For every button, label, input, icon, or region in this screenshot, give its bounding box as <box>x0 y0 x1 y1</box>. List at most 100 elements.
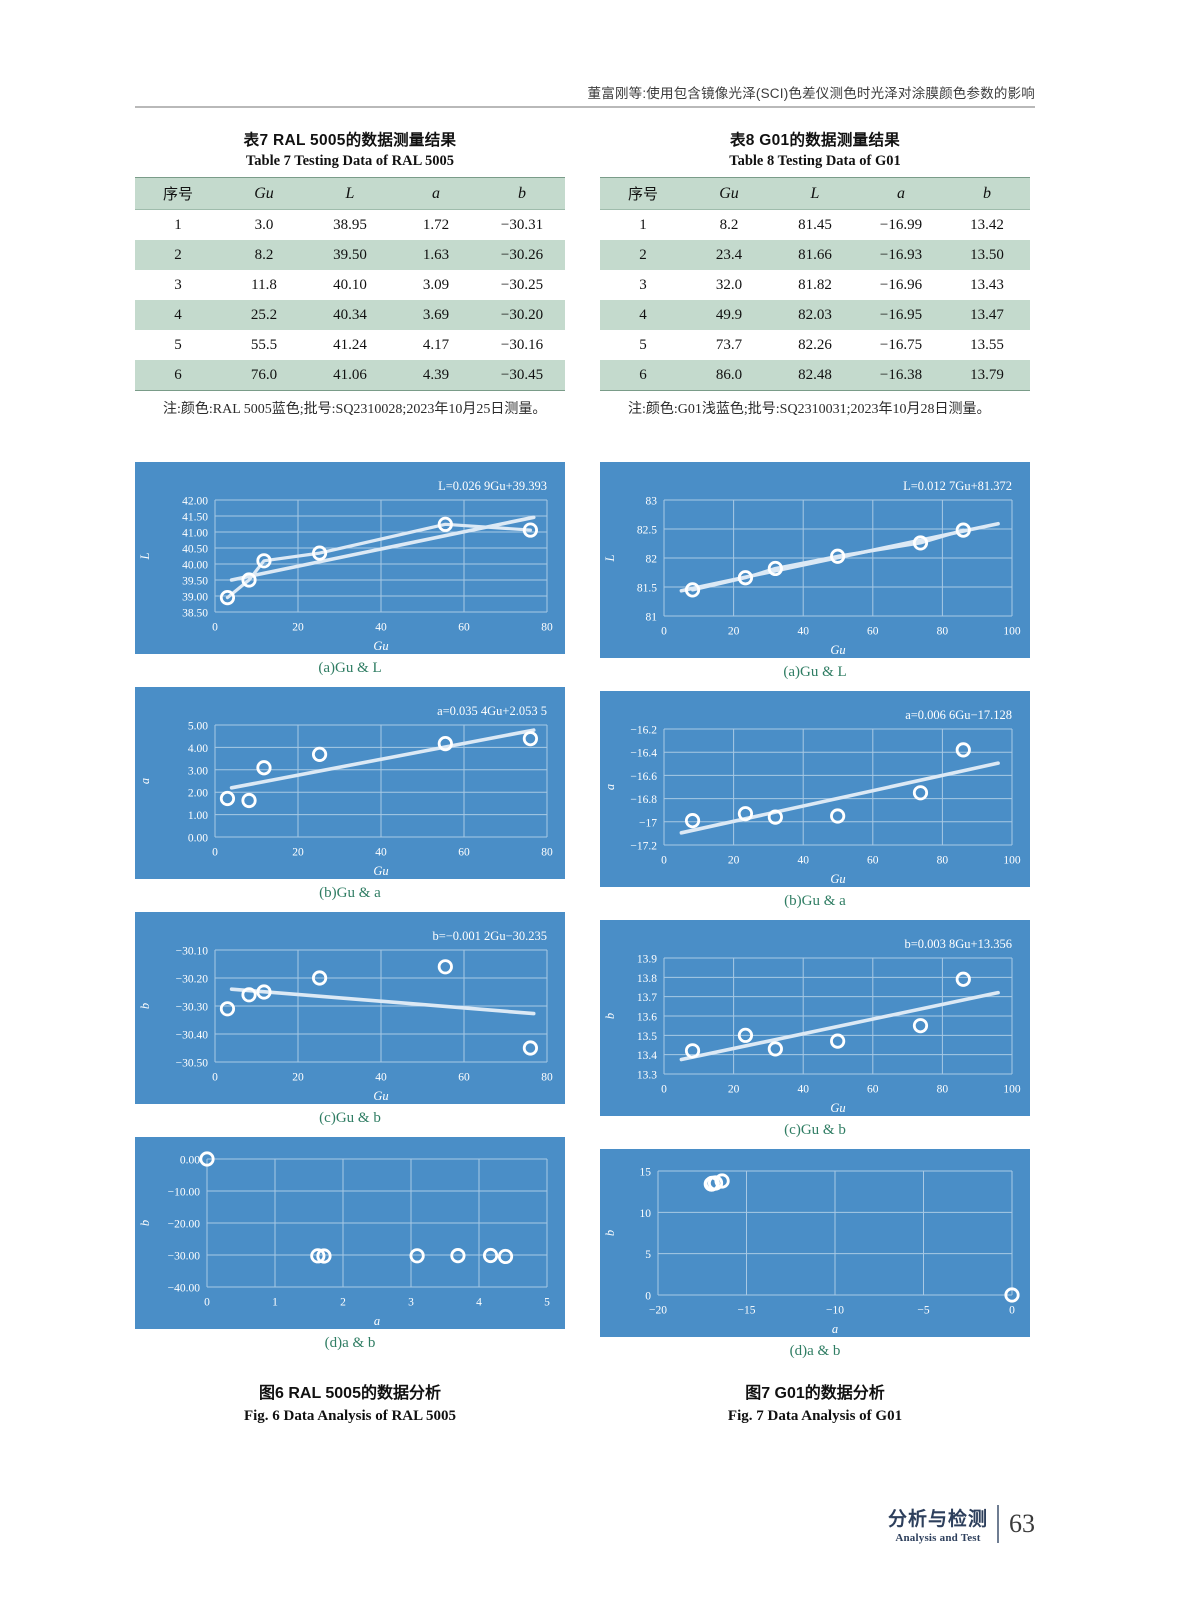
left-column: 表7 RAL 5005的数据测量结果 Table 7 Testing Data … <box>135 128 565 421</box>
svg-text:−30.20: −30.20 <box>176 974 209 986</box>
svg-text:1: 1 <box>272 1297 278 1309</box>
th-gu: Gu <box>686 177 772 210</box>
svg-text:42.00: 42.00 <box>182 496 208 508</box>
cell-gu: 73.7 <box>715 336 743 353</box>
cell-a: −16.96 <box>879 276 923 293</box>
svg-text:−10: −10 <box>826 1305 844 1317</box>
svg-text:20: 20 <box>728 855 740 867</box>
svg-text:5: 5 <box>645 1249 651 1261</box>
footer-brand-en: Analysis and Test <box>895 1532 981 1544</box>
svg-text:−30.50: −30.50 <box>176 1058 209 1070</box>
chart-canvas-fig6b: 0.00 1.00 2.00 3.00 4.00 5.00 0 20 40 60 80 a Gu a=0.… <box>135 687 565 879</box>
svg-text:−16.8: −16.8 <box>630 794 657 806</box>
cell-l: 41.06 <box>307 360 393 391</box>
svg-text:0: 0 <box>212 847 218 859</box>
svg-text:Gu: Gu <box>373 639 388 653</box>
svg-text:4: 4 <box>476 1297 482 1309</box>
figure-6-charts: 38.50 39.00 39.50 40.00 40.50 41.00 41.50 42.00… <box>135 462 565 1362</box>
table-8: 序号 Gu L a b 1 8.2 81.45 −16.99 13.42 2 2 <box>600 177 1030 391</box>
svg-text:41.50: 41.50 <box>182 512 208 524</box>
svg-text:b: b <box>138 1220 152 1226</box>
chart-canvas-fig7b: −17.2 −17 −16.8 −16.6 −16.4 −16.2 0 20 40 60 80 100… <box>600 691 1030 887</box>
svg-text:41.00: 41.00 <box>182 528 208 540</box>
th-l: L <box>307 177 393 210</box>
subcaption-fig7a: (a)Gu & L <box>783 664 847 680</box>
svg-text:40.00: 40.00 <box>182 560 208 572</box>
svg-text:80: 80 <box>541 847 553 859</box>
cell-gu: 11.8 <box>251 276 277 293</box>
cell-index: 6 <box>600 360 686 391</box>
svg-text:40.50: 40.50 <box>182 544 208 556</box>
svg-text:4.00: 4.00 <box>188 743 208 755</box>
subcaption-fig7d: (d)a & b <box>789 1343 841 1359</box>
figure-7-charts: 81 81.5 82 82.5 83 0 20 40 60 80 100 L Gu L=0.012 7Gu… <box>600 462 1030 1370</box>
table-row: 5 73.7 82.26 −16.75 13.55 <box>600 330 1030 360</box>
figure-7-caption-en: Fig. 7 Data Analysis of G01 <box>727 1408 903 1424</box>
cell-l: 82.48 <box>772 360 858 391</box>
svg-text:Gu: Gu <box>830 643 845 657</box>
chart-canvas-fig6c: −30.50 −30.40 −30.30 −30.20 −30.10 0 20 40 60 80 b… <box>135 912 565 1104</box>
right-column: 表8 G01的数据测量结果 Table 8 Testing Data of G0… <box>600 128 1030 421</box>
chart-block-fig7a: 81 81.5 82 82.5 83 0 20 40 60 80 100 L Gu L=0.012 7Gu… <box>600 462 1030 681</box>
svg-text:40: 40 <box>797 626 809 638</box>
table-row: 4 49.9 82.03 −16.95 13.47 <box>600 300 1030 330</box>
svg-text:38.50: 38.50 <box>182 608 208 620</box>
svg-text:0: 0 <box>661 855 667 867</box>
table-7: 序号 Gu L a b 1 3.0 38.95 1.72 −30.31 2 8. <box>135 177 565 391</box>
cell-gu: 8.2 <box>254 246 274 263</box>
cell-b: −30.26 <box>500 246 544 263</box>
cell-a: 4.39 <box>393 360 479 391</box>
cell-b: 13.50 <box>970 246 1004 263</box>
cell-b: −30.45 <box>479 360 565 391</box>
cell-index: 1 <box>174 216 182 233</box>
figure-7-caption-cn: 图7 G01的数据分析 <box>745 1385 885 1402</box>
svg-text:0: 0 <box>645 1291 651 1303</box>
chart-canvas-fig7a: 81 81.5 82 82.5 83 0 20 40 60 80 100 L Gu L=0.012 7Gu… <box>600 462 1030 658</box>
cell-index: 3 <box>174 276 182 293</box>
svg-text:0: 0 <box>204 1297 210 1309</box>
figure-6-caption-en: Fig. 6 Data Analysis of RAL 5005 <box>243 1408 457 1424</box>
table-8-note: 注:颜色:G01浅蓝色;批号:SQ2310031;2023年10月28日测量。 <box>628 402 991 417</box>
svg-text:83: 83 <box>646 496 658 508</box>
chart-block-fig7b: −17.2 −17 −16.8 −16.6 −16.4 −16.2 0 20 40 60 80 100… <box>600 691 1030 910</box>
svg-text:13.6: 13.6 <box>637 1012 657 1024</box>
svg-text:a: a <box>138 778 152 784</box>
cell-index: 2 <box>174 246 182 263</box>
table-row: 4 25.2 40.34 3.69 −30.20 <box>135 300 565 330</box>
svg-text:60: 60 <box>458 847 470 859</box>
cell-l: 82.03 <box>798 306 832 323</box>
svg-text:39.00: 39.00 <box>182 592 208 604</box>
svg-text:1.00: 1.00 <box>188 810 208 822</box>
cell-a: 1.72 <box>422 216 450 233</box>
cell-a: −16.38 <box>858 360 944 391</box>
table-7-block: 表7 RAL 5005的数据测量结果 Table 7 Testing Data … <box>135 128 565 421</box>
svg-text:Gu: Gu <box>373 864 388 878</box>
svg-text:40: 40 <box>375 622 387 634</box>
svg-text:−20.00: −20.00 <box>168 1219 201 1231</box>
cell-b: −30.20 <box>500 306 544 323</box>
th-b: b <box>479 177 565 210</box>
cell-a: 3.09 <box>422 276 450 293</box>
svg-text:0: 0 <box>212 622 218 634</box>
table-header-row: 序号 Gu L a b <box>600 177 1030 210</box>
chart-fig7d: 0 5 10 15 −20 −15 −10 −5 0 b a <box>600 1149 1030 1337</box>
svg-text:a: a <box>374 1314 380 1328</box>
chart-fig6c: −30.50 −30.40 −30.30 −30.20 −30.10 0 20 40 60 80 b… <box>135 912 565 1104</box>
svg-text:39.50: 39.50 <box>182 576 208 588</box>
svg-text:−5: −5 <box>917 1305 929 1317</box>
subcaption-fig6d: (d)a & b <box>324 1335 376 1351</box>
svg-text:40: 40 <box>797 1084 809 1096</box>
table-row: 2 23.4 81.66 −16.93 13.50 <box>600 240 1030 270</box>
svg-text:0: 0 <box>661 1084 667 1096</box>
svg-text:20: 20 <box>728 1084 740 1096</box>
svg-text:2: 2 <box>340 1297 346 1309</box>
table-8-title-en: Table 8 Testing Data of G01 <box>729 153 901 169</box>
cell-a: −16.99 <box>879 216 923 233</box>
cell-l: 40.34 <box>333 306 367 323</box>
cell-index: 2 <box>639 246 647 263</box>
svg-text:13.3: 13.3 <box>637 1070 657 1082</box>
svg-text:L=0.026 9Gu+39.393: L=0.026 9Gu+39.393 <box>438 479 547 493</box>
cell-index: 5 <box>639 336 647 353</box>
th-index: 序号 <box>135 177 221 210</box>
footer-divider <box>997 1505 999 1543</box>
